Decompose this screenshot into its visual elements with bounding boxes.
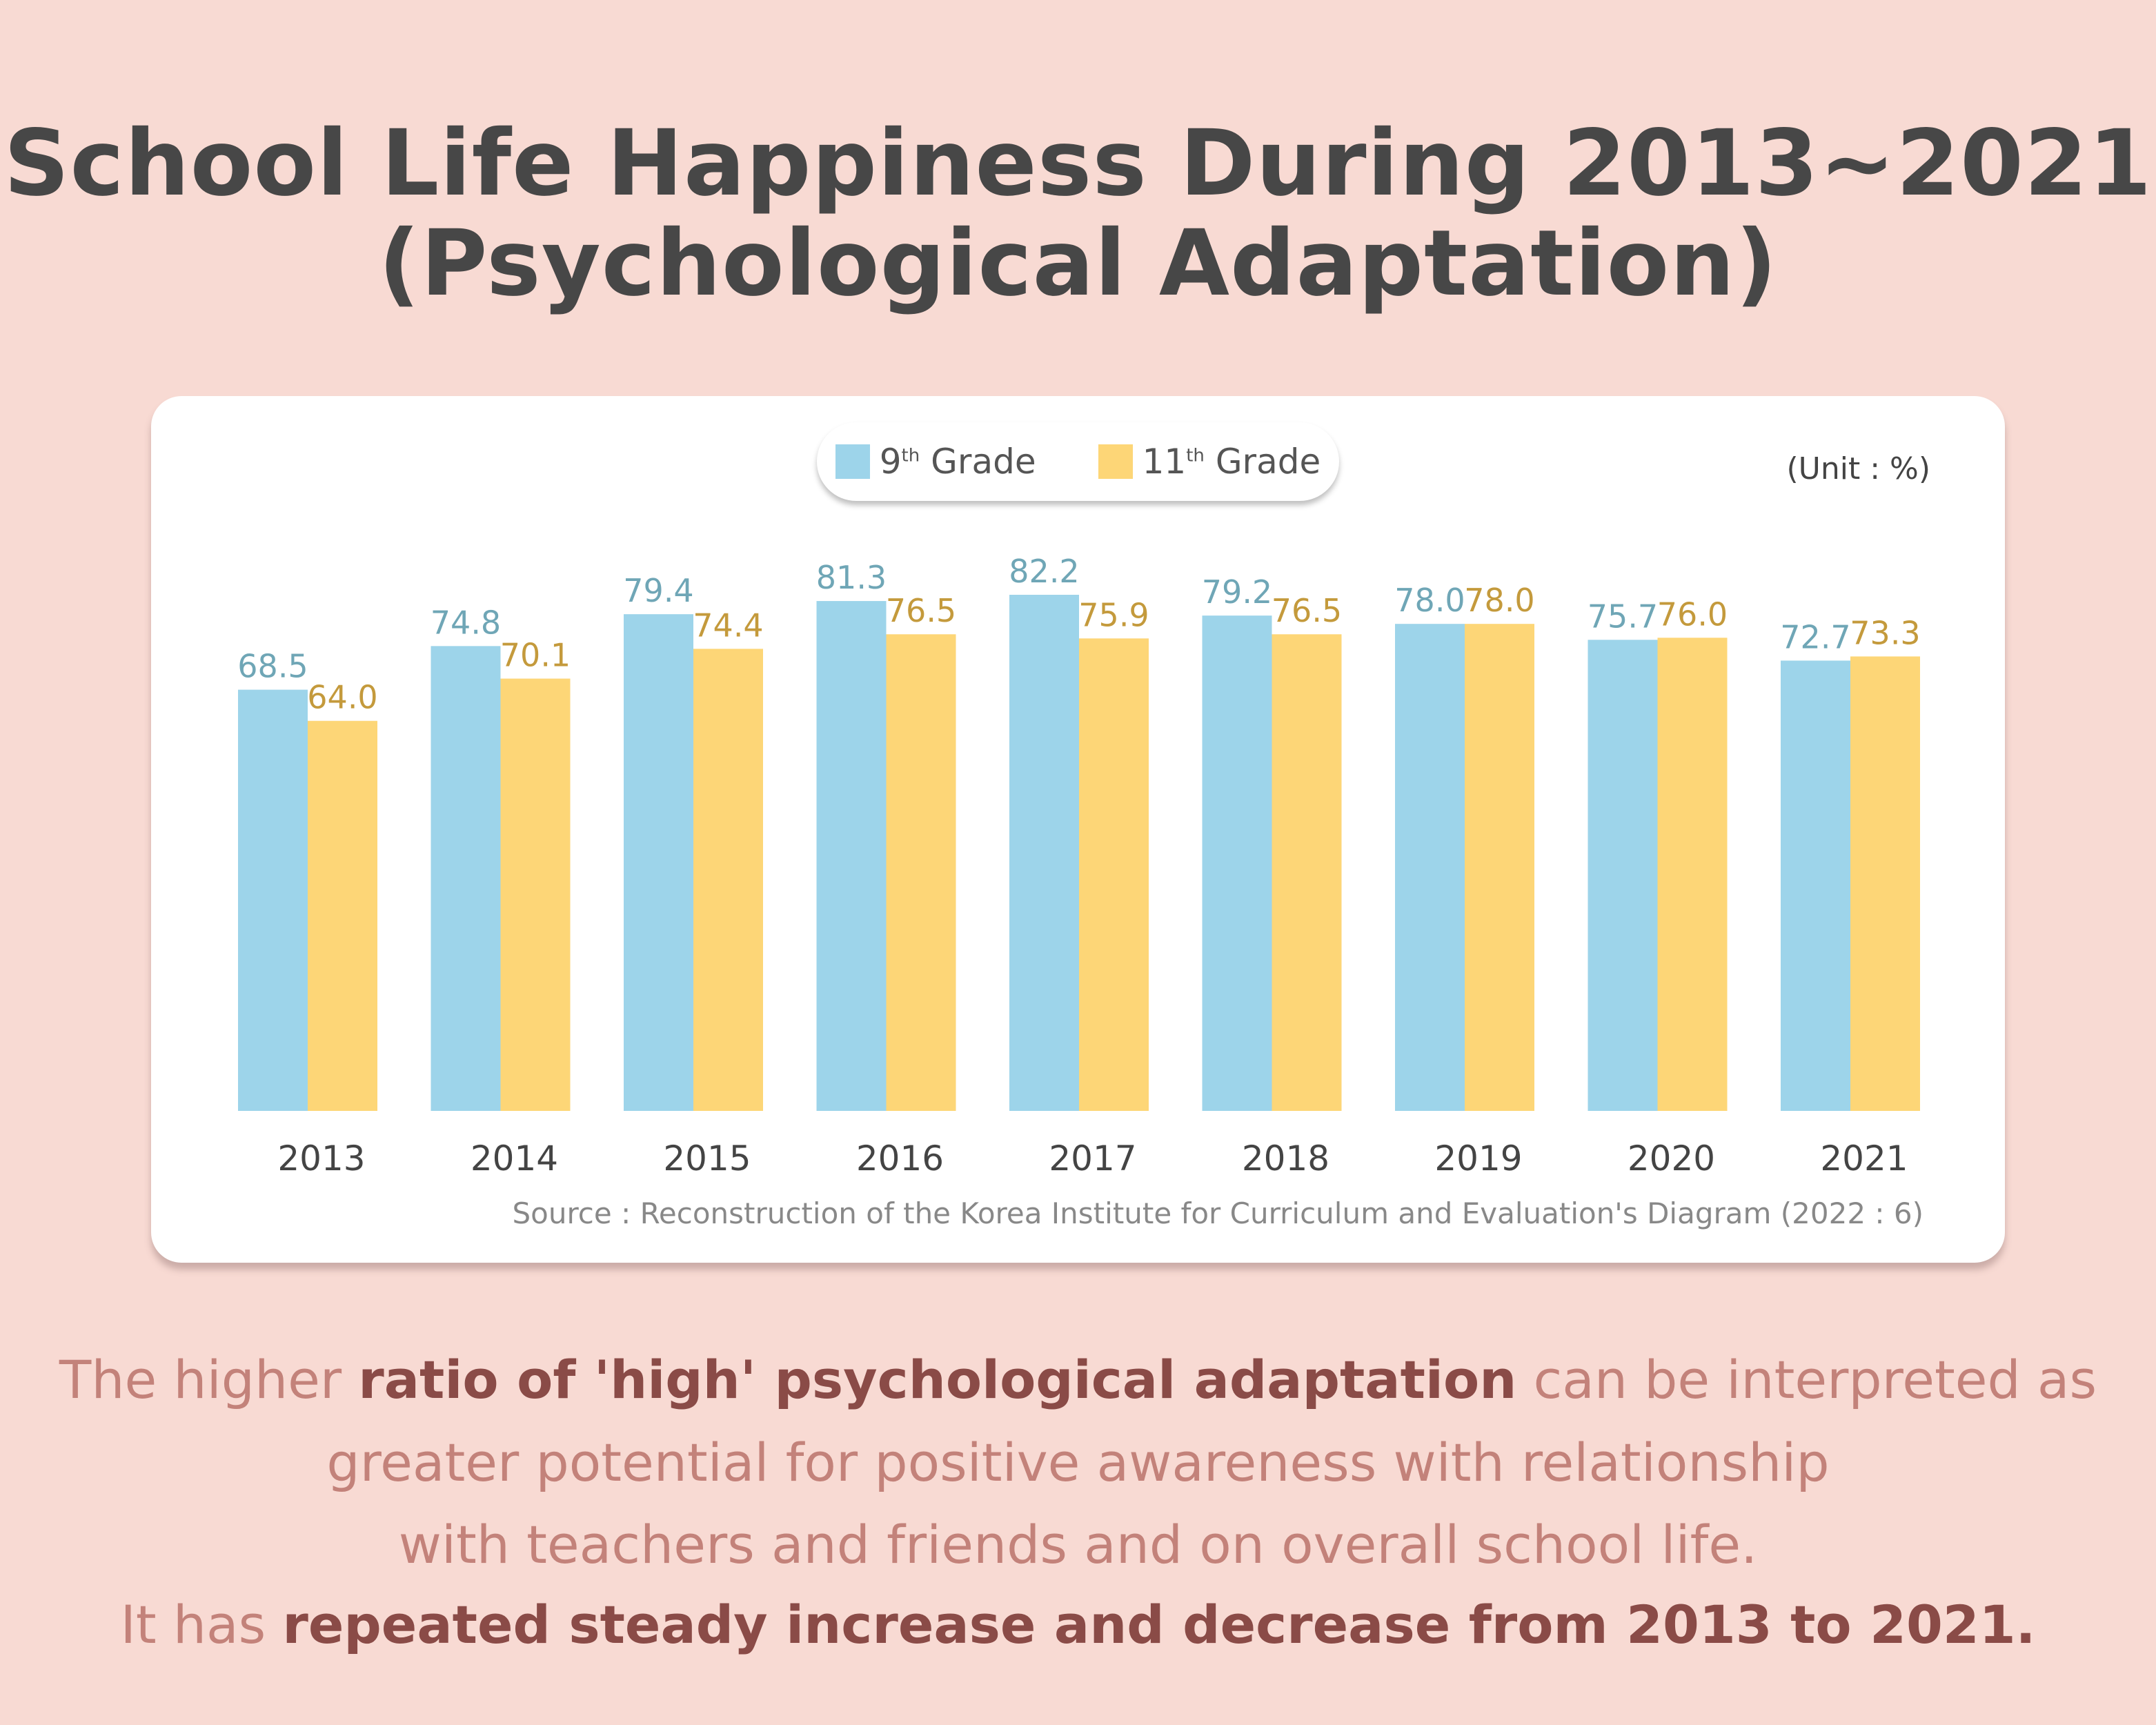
legend-item-9th: 9th Grade xyxy=(835,442,1036,482)
data-label-9th-2020: 75.7 xyxy=(1588,598,1658,635)
data-label-11th-2020: 76.0 xyxy=(1657,595,1728,633)
x-tick-2019: 2019 xyxy=(1434,1138,1522,1179)
bar-11th-2015 xyxy=(693,649,763,1111)
bar-11th-2016 xyxy=(886,634,956,1111)
data-label-11th-2014: 70.1 xyxy=(500,637,571,674)
x-tick-2016: 2016 xyxy=(856,1138,944,1179)
legend-label-11th: 11th Grade xyxy=(1142,442,1321,482)
data-label-9th-2014: 74.8 xyxy=(431,604,501,641)
bar-11th-2018 xyxy=(1272,634,1342,1111)
data-label-11th-2015: 74.4 xyxy=(693,607,763,644)
x-tick-2015: 2015 xyxy=(663,1138,751,1179)
data-label-9th-2018: 79.2 xyxy=(1202,573,1272,611)
bar-11th-2021 xyxy=(1850,656,1920,1111)
data-label-9th-2015: 79.4 xyxy=(623,572,693,609)
bar-9th-2015 xyxy=(624,614,693,1111)
x-tick-2018: 2018 xyxy=(1242,1138,1329,1179)
x-tick-2020: 2020 xyxy=(1628,1138,1715,1179)
data-label-11th-2016: 76.5 xyxy=(886,592,956,629)
data-label-11th-2017: 75.9 xyxy=(1078,596,1149,633)
x-tick-2021: 2021 xyxy=(1820,1138,1908,1179)
bar-11th-2017 xyxy=(1079,638,1149,1111)
body-line-3: with teachers and friends and on overall… xyxy=(398,1514,1758,1575)
data-label-11th-2019: 78.0 xyxy=(1464,582,1534,619)
bar-11th-2013 xyxy=(308,720,377,1111)
bar-9th-2016 xyxy=(816,601,887,1111)
data-label-11th-2021: 73.3 xyxy=(1850,614,1920,651)
bar-9th-2021 xyxy=(1781,660,1850,1111)
bar-11th-2014 xyxy=(500,678,571,1111)
data-label-9th-2016: 81.3 xyxy=(816,559,887,596)
legend-swatch-9th xyxy=(835,444,870,479)
bar-9th-2019 xyxy=(1395,624,1465,1111)
data-label-11th-2013: 64.0 xyxy=(307,679,377,716)
bar-chart: 68.564.0 2013 74.870.1 2014 79.474.4 2015 81.3… xyxy=(237,553,1920,1179)
data-label-11th-2018: 76.5 xyxy=(1272,592,1342,629)
bar-11th-2020 xyxy=(1657,638,1728,1111)
body-line-4: It has repeated steady increase and decr… xyxy=(120,1594,2036,1655)
bar-9th-2014 xyxy=(431,646,501,1111)
x-tick-2014: 2014 xyxy=(471,1138,558,1179)
legend-label-9th: 9th Grade xyxy=(879,442,1036,482)
bar-9th-2018 xyxy=(1202,615,1272,1111)
data-label-9th-2021: 72.7 xyxy=(1780,618,1850,656)
bar-9th-2013 xyxy=(238,689,308,1111)
source-note: Source : Reconstruction of the Korea Ins… xyxy=(512,1196,1923,1230)
title-line-2: (Psychological Adaptation) xyxy=(378,210,1778,317)
data-label-9th-2019: 78.0 xyxy=(1394,582,1465,619)
bar-11th-2019 xyxy=(1465,624,1534,1111)
legend-item-11th: 11th Grade xyxy=(1098,442,1321,482)
data-label-9th-2013: 68.5 xyxy=(237,648,308,685)
body-line-1: The higher ratio of 'high' psychological… xyxy=(59,1349,2097,1410)
chart-card: 9th Grade 11th Grade (Unit : %) 68.5 64.0… xyxy=(151,396,2005,1263)
data-label-9th-2017: 82.2 xyxy=(1009,553,1079,590)
title-line-1: School Life Happiness During 2013~2021 xyxy=(3,110,2153,217)
bar-9th-2020 xyxy=(1588,640,1658,1111)
bar-9th-2017 xyxy=(1009,595,1079,1111)
legend-swatch-11th xyxy=(1098,444,1133,479)
legend: 9th Grade 11th Grade xyxy=(817,422,1339,501)
body-line-2: greater potential for positive awareness… xyxy=(326,1432,1830,1493)
x-tick-2013: 2013 xyxy=(277,1138,365,1179)
unit-label: (Unit : %) xyxy=(1786,451,1930,486)
x-tick-2017: 2017 xyxy=(1049,1138,1136,1179)
